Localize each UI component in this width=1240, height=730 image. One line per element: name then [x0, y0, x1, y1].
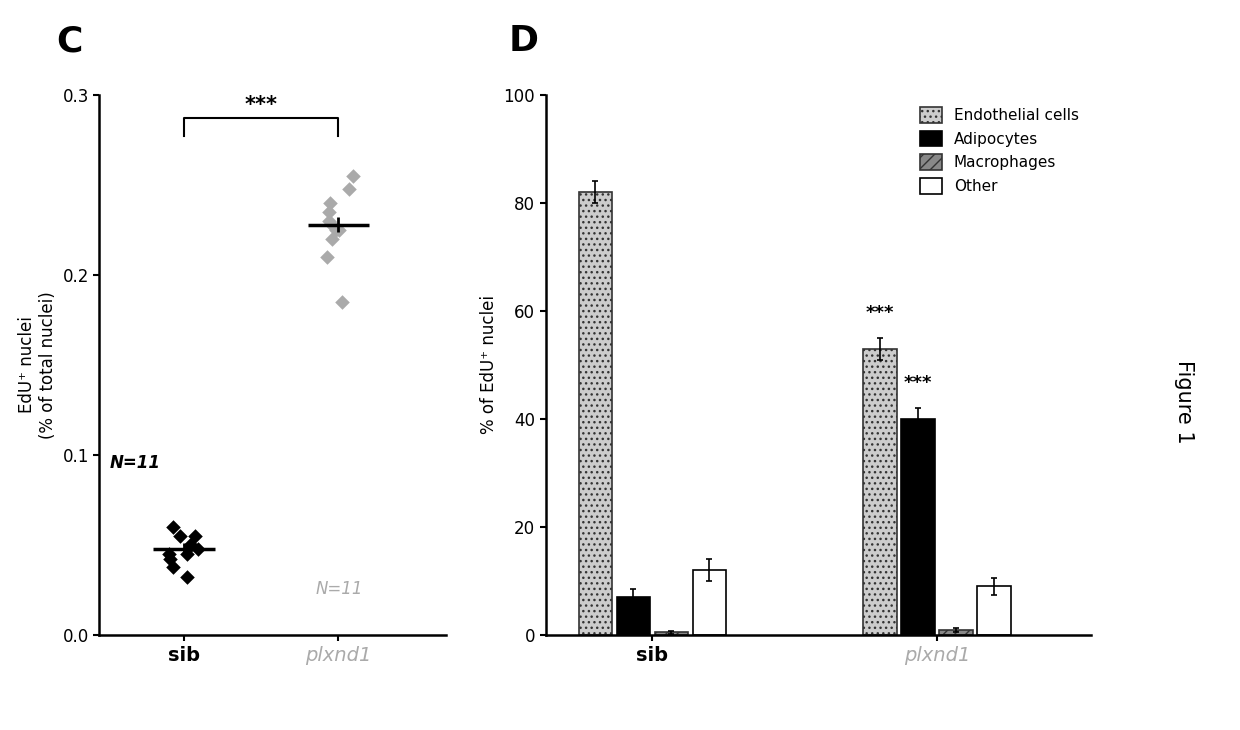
Bar [863, 349, 897, 635]
Bar [693, 570, 725, 635]
Bar [655, 632, 688, 635]
Y-axis label: % of EdU⁺ nuclei: % of EdU⁺ nuclei [480, 296, 498, 434]
Text: ***: *** [866, 304, 894, 322]
Point [326, 224, 346, 236]
Point [164, 521, 184, 533]
Bar [579, 192, 613, 635]
Point [186, 530, 206, 542]
Point [339, 182, 358, 194]
Point [322, 233, 342, 245]
Point [319, 215, 339, 227]
Legend: Endothelial cells, Adipocytes, Macrophages, Other: Endothelial cells, Adipocytes, Macrophag… [916, 102, 1084, 199]
Point [330, 224, 350, 236]
Text: C: C [56, 24, 82, 58]
Bar [977, 586, 1011, 635]
Text: ***: *** [244, 95, 278, 115]
Text: N=11: N=11 [315, 580, 363, 598]
Point [181, 539, 201, 551]
Point [160, 548, 180, 560]
Point [343, 170, 363, 182]
Point [319, 206, 339, 218]
Point [164, 561, 184, 572]
Bar [901, 419, 935, 635]
Text: ***: *** [904, 374, 932, 392]
Text: N=11: N=11 [110, 453, 161, 472]
Text: D: D [508, 24, 538, 58]
Point [320, 197, 340, 209]
Point [160, 553, 180, 565]
Bar [940, 630, 972, 635]
Point [317, 251, 337, 263]
Point [188, 543, 208, 555]
Y-axis label: EdU⁺ nuclei
(% of total nuclei): EdU⁺ nuclei (% of total nuclei) [19, 291, 57, 439]
Text: Figure 1: Figure 1 [1174, 360, 1194, 443]
Point [181, 539, 201, 551]
Point [332, 296, 352, 308]
Point [322, 219, 342, 231]
Point [177, 572, 197, 583]
Point [177, 548, 197, 560]
Bar [616, 597, 650, 635]
Point [170, 530, 190, 542]
